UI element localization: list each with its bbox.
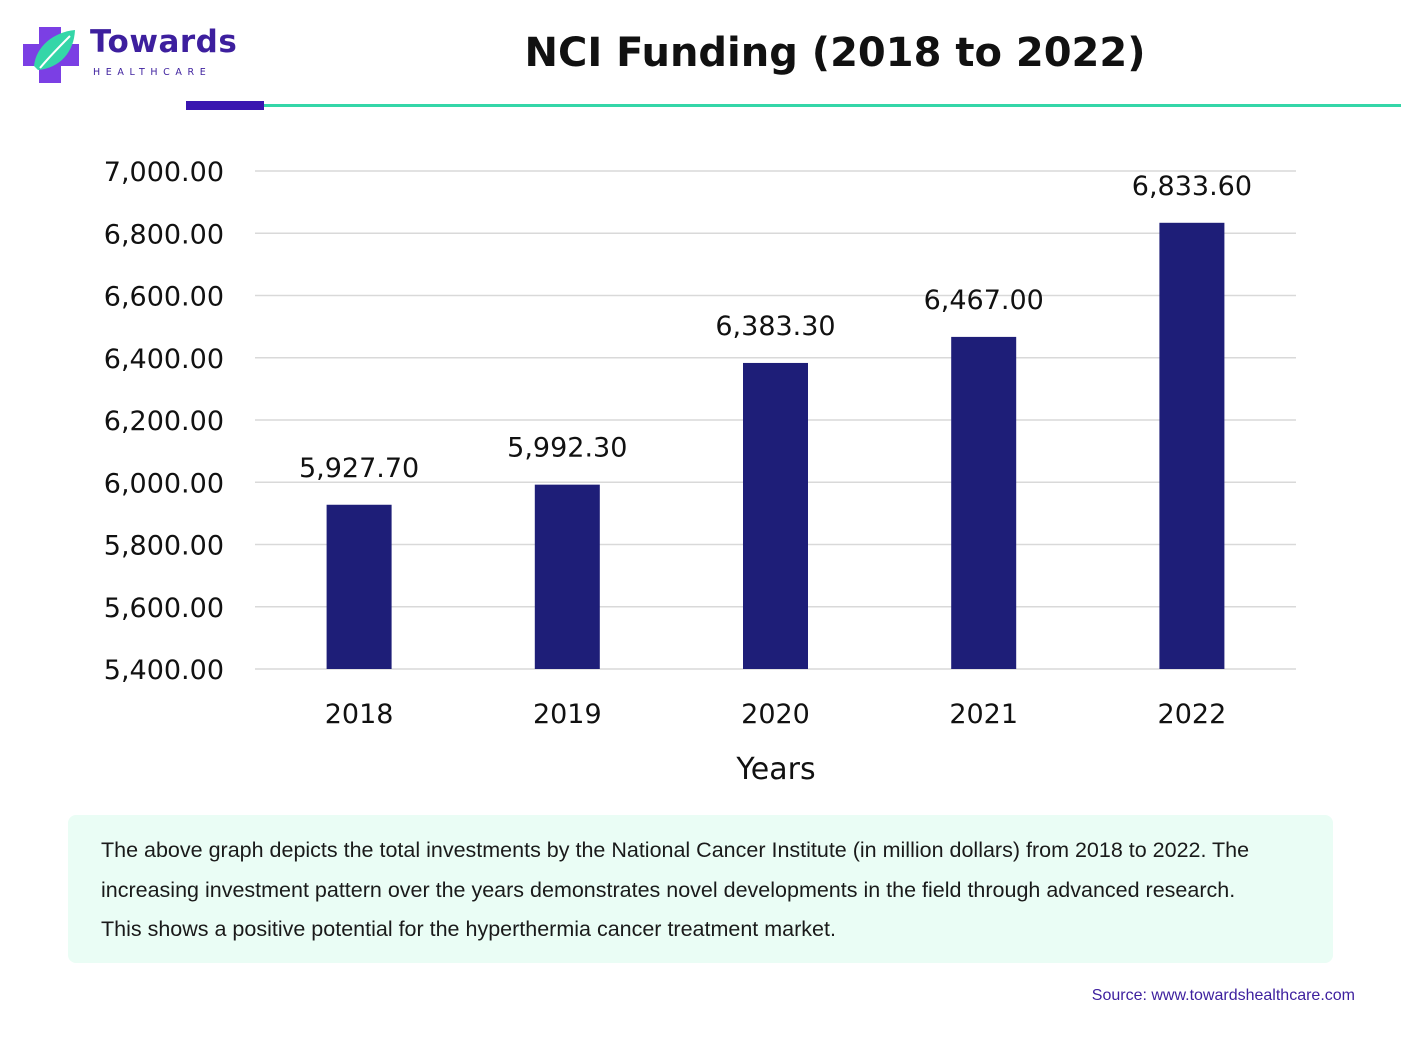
y-tick-label: 6,000.00	[104, 468, 224, 499]
y-tick-label: 6,600.00	[104, 282, 224, 313]
brand-logo: Towards HEALTHCARE	[20, 22, 240, 92]
header-divider-accent	[186, 101, 264, 110]
y-tick-label: 5,600.00	[104, 593, 224, 624]
description-text: The above graph depicts the total invest…	[101, 838, 1250, 941]
y-tick-label: 7,000.00	[104, 157, 224, 188]
chart-title: NCI Funding (2018 to 2022)	[524, 30, 1146, 76]
x-axis-ticks: 2018 2019 2020 2021 2022	[325, 699, 1227, 730]
bar-chart: 5,400.00 5,600.00 5,800.00 6,000.00 6,200.00…	[104, 157, 1296, 787]
logo-cross-icon	[23, 27, 79, 83]
y-tick-label: 5,800.00	[104, 531, 224, 562]
x-tick-label-2020: 2020	[741, 699, 810, 730]
x-tick-label-2021: 2021	[949, 699, 1018, 730]
bar-2021	[951, 336, 1017, 669]
y-tick-label: 6,800.00	[104, 219, 224, 250]
bar-2018	[326, 504, 392, 669]
x-tick-label-2022: 2022	[1158, 699, 1227, 730]
x-tick-label-2018: 2018	[325, 699, 394, 730]
description-box: The above graph depicts the total invest…	[68, 815, 1333, 963]
y-tick-label: 6,200.00	[104, 406, 224, 437]
header-divider	[186, 104, 1401, 107]
chart-bars	[326, 222, 1225, 670]
chart-data-labels: 5,927.70 5,992.30 6,383.30 6,467.00 6,833.60	[299, 171, 1252, 484]
logo-tagline: HEALTHCARE	[93, 67, 212, 78]
data-label-2021: 6,467.00	[924, 285, 1044, 316]
bar-2019	[534, 484, 600, 669]
data-label-2020: 6,383.30	[715, 311, 835, 342]
x-tick-label-2019: 2019	[533, 699, 602, 730]
bar-2020	[743, 362, 808, 669]
data-label-2019: 5,992.30	[507, 433, 627, 464]
data-label-2018: 5,927.70	[299, 453, 419, 484]
bar-2022	[1159, 222, 1225, 670]
data-label-2022: 6,833.60	[1132, 171, 1252, 202]
x-axis-title: Years	[735, 752, 815, 787]
y-tick-label: 6,400.00	[104, 344, 224, 375]
y-tick-label: 5,400.00	[104, 655, 224, 686]
source-credit: Source: www.towardshealthcare.com	[1091, 987, 1355, 1004]
y-axis-ticks: 5,400.00 5,600.00 5,800.00 6,000.00 6,200.00…	[104, 157, 224, 686]
logo-wordmark: Towards	[90, 24, 238, 60]
